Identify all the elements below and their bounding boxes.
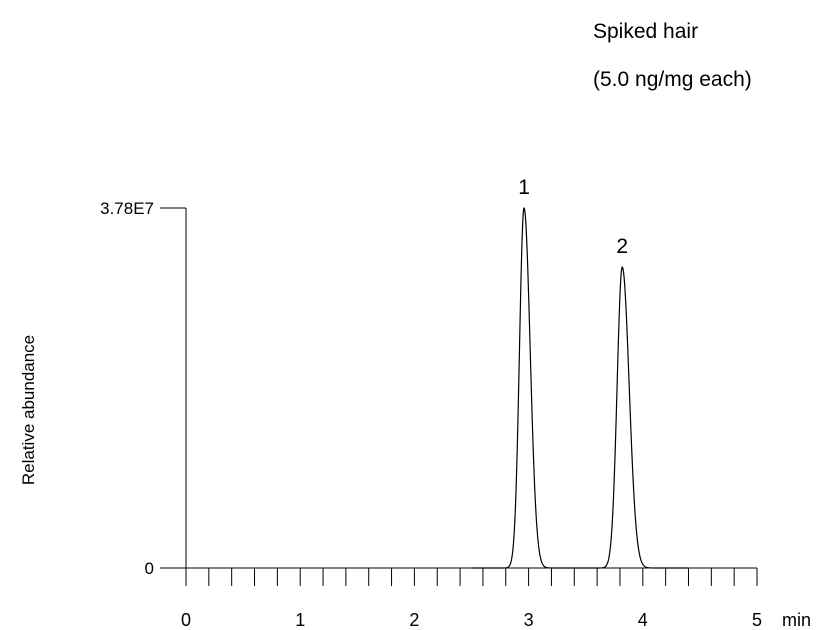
peak-apex-2 (621, 266, 623, 268)
x-tick-label: 1 (295, 610, 305, 630)
peak-label-1: 1 (518, 176, 530, 199)
chromatogram-trace-group (471, 207, 689, 569)
x-tick-label: 4 (638, 610, 648, 630)
y-tick-label: 0 (145, 559, 154, 578)
peak-label-2: 2 (616, 235, 628, 258)
x-tick-label: 2 (409, 610, 419, 630)
sample-description-line-2: (5.0 ng/mg each) (593, 68, 752, 91)
y-tick-label: 3.78E7 (100, 199, 154, 218)
x-tick-label: 5 (752, 610, 762, 630)
x-tick-label: 0 (181, 610, 191, 630)
y-axis-label: Relative abundance (19, 335, 38, 485)
x-tick-label: 3 (524, 610, 534, 630)
peak-apex-1 (523, 207, 525, 209)
sample-description-line-1: Spiked hair (593, 20, 699, 43)
chart-labels: 0 3.78E7 0 1 2 3 4 5 min Relative abundance 1 2 (19, 176, 811, 630)
chromatogram-trace (471, 207, 689, 569)
x-axis-label: min (782, 610, 811, 630)
axes (160, 207, 758, 586)
